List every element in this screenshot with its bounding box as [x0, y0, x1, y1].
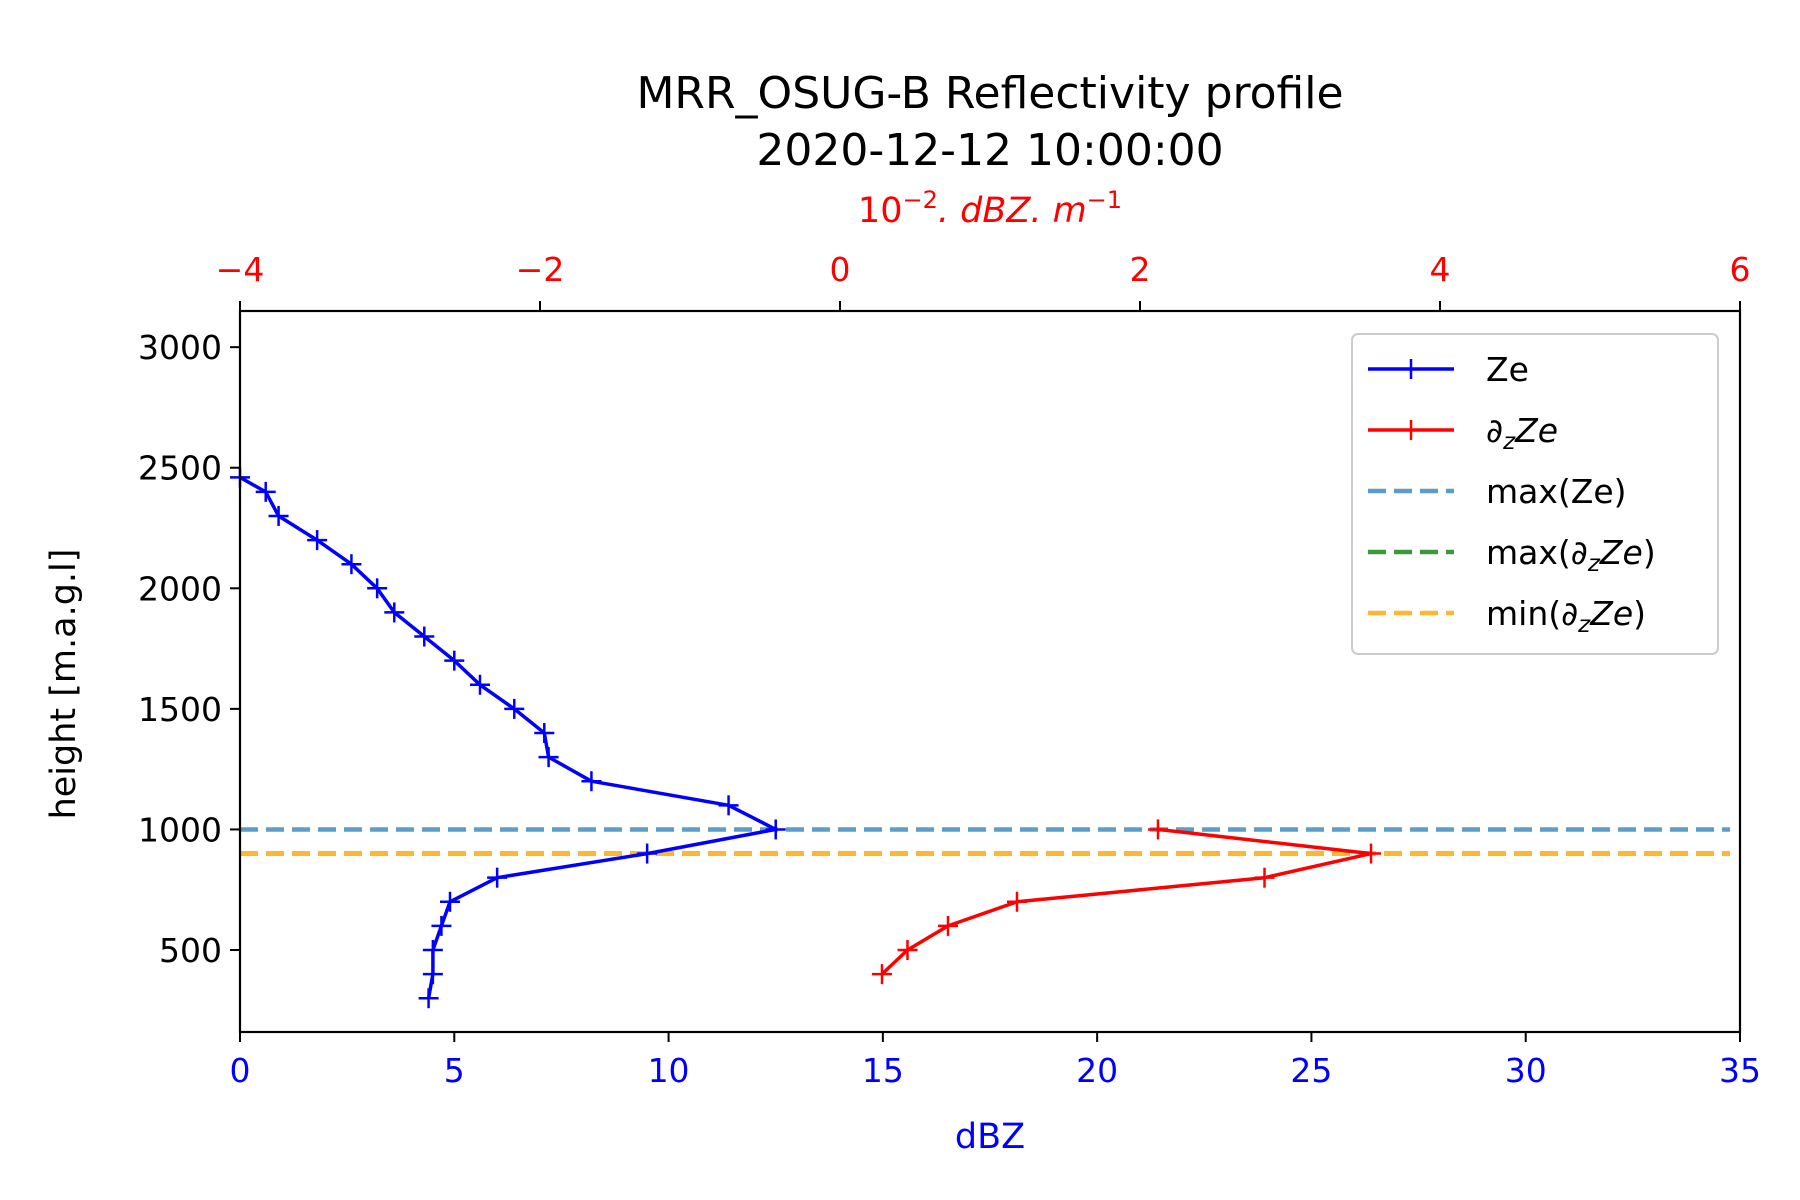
- data-point: [581, 771, 602, 792]
- top-axis-label-exp: −2: [902, 186, 937, 214]
- legend: Ze ∂zZe max(Ze) max(∂zZe) min(∂zZe): [1351, 333, 1719, 655]
- data-point: [268, 505, 289, 526]
- x-tick-label: 10: [648, 1051, 690, 1090]
- legend-item-max-dze: max(∂zZe): [1368, 533, 1656, 577]
- x-tick-label: 0: [230, 1051, 251, 1090]
- top-axis-label-base: 10: [858, 191, 903, 231]
- data-point: [1361, 843, 1381, 864]
- data-point: [384, 602, 405, 623]
- chart-subtitle: 2020-12-12 10:00:00: [756, 125, 1223, 176]
- data-point: [637, 843, 658, 864]
- data-point: [534, 722, 555, 743]
- data-point: [1007, 891, 1027, 912]
- data-point: [470, 674, 490, 695]
- data-point: [765, 819, 786, 840]
- legend-box: [1351, 333, 1719, 655]
- data-point: [341, 554, 362, 575]
- plot-area: 0 5 10 15 20 25 30 35 −4 −2 0 2 4 6 500 1000 1500 2000 250…: [138, 250, 1761, 1090]
- data-point: [487, 867, 508, 888]
- data-point: [255, 481, 276, 502]
- x-top-tick-label: 6: [1730, 250, 1751, 289]
- legend-label: max(∂zZe): [1486, 533, 1656, 577]
- data-point: [872, 964, 892, 985]
- data-point: [1148, 819, 1168, 840]
- y-axis-label: height [m.a.g.l]: [44, 549, 84, 820]
- x-top-tick-label: −4: [216, 250, 265, 289]
- legend-label: ∂zZe: [1486, 411, 1558, 455]
- y-tick-label: 1500: [138, 690, 222, 729]
- legend-label: Ze: [1486, 350, 1529, 389]
- data-point: [538, 747, 559, 768]
- x-top-tick-label: −2: [516, 250, 565, 289]
- data-point: [422, 940, 443, 961]
- x-top-tick-label: 4: [1430, 250, 1451, 289]
- plot-frame: [238, 309, 1742, 1034]
- x-axis-label: dBZ: [955, 1117, 1025, 1157]
- x-top-tick-label: 2: [1130, 250, 1151, 289]
- top-axis-label-unit: . dBZ. m: [938, 191, 1087, 231]
- x-tick-label: 30: [1505, 1051, 1547, 1090]
- y-tick-label: 2500: [138, 449, 222, 488]
- data-point: [431, 915, 452, 936]
- legend-item-dze: ∂zZe: [1368, 411, 1558, 455]
- series-ze: [230, 467, 786, 1009]
- x-tick-label: 15: [862, 1051, 904, 1090]
- data-point: [897, 940, 918, 961]
- x-tick-label: 25: [1290, 1051, 1332, 1090]
- x-top-tick-label: 0: [830, 250, 851, 289]
- y-tick-label: 1000: [138, 810, 222, 849]
- y-tick-label: 3000: [138, 328, 222, 367]
- data-point: [444, 650, 465, 671]
- data-point: [307, 530, 328, 551]
- legend-item-ze: Ze: [1368, 350, 1529, 389]
- legend-item-max-ze: max(Ze): [1368, 472, 1627, 511]
- data-point: [938, 915, 958, 936]
- top-axis-label: 10−2. dBZ. m−1: [858, 186, 1122, 231]
- data-point: [414, 626, 435, 647]
- data-point: [1254, 867, 1275, 888]
- x-tick-label: 5: [444, 1051, 465, 1090]
- y-tick-label: 2000: [138, 569, 222, 608]
- series-dze: [872, 819, 1381, 985]
- data-point: [422, 964, 443, 985]
- data-point: [718, 795, 739, 816]
- chart-title: MRR_OSUG-B Reflectivity profile: [636, 68, 1343, 119]
- top-axis-label-unit-exp: −1: [1087, 186, 1122, 214]
- data-point: [367, 578, 388, 599]
- data-point: [418, 988, 439, 1009]
- y-tick-label: 500: [159, 931, 222, 970]
- x-tick-label: 20: [1076, 1051, 1118, 1090]
- legend-label: max(Ze): [1486, 472, 1627, 511]
- data-point: [440, 891, 460, 912]
- x-tick-label: 35: [1719, 1051, 1761, 1090]
- legend-item-min-dze: min(∂zZe): [1368, 594, 1646, 638]
- legend-label: min(∂zZe): [1486, 594, 1646, 638]
- data-point: [504, 698, 525, 719]
